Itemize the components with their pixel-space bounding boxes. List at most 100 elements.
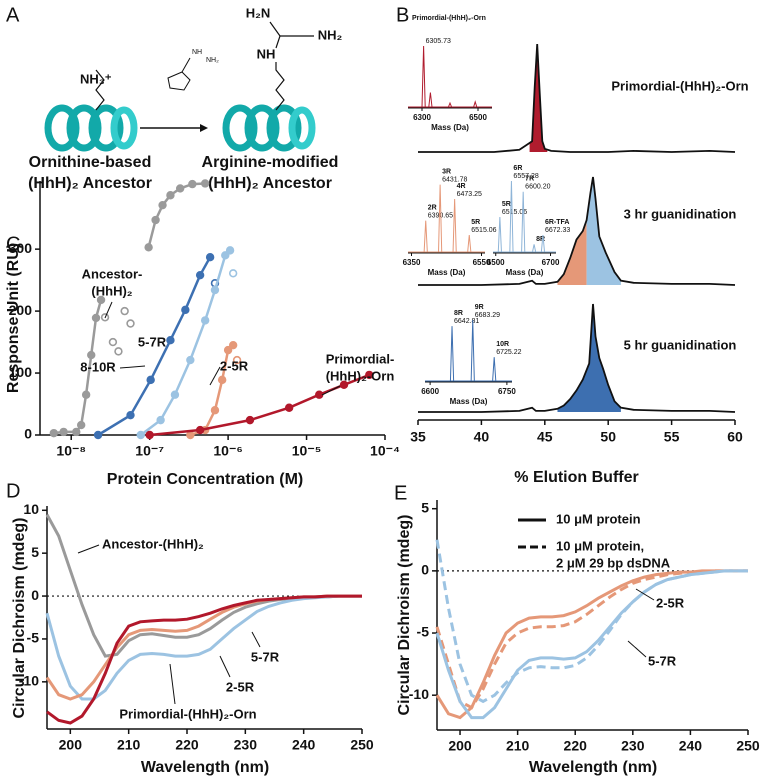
x-tick-label: 220 <box>564 738 588 754</box>
panel-letter: E <box>394 482 407 504</box>
data-point <box>49 428 59 438</box>
helix-turn <box>266 104 302 152</box>
panel-letter: D <box>6 480 20 502</box>
peak-name-label: 9R <box>475 304 484 311</box>
data-point <box>108 337 118 347</box>
data-point <box>76 420 86 430</box>
inset-tick-label: 6550 <box>473 258 491 267</box>
data-point <box>151 215 160 225</box>
group-label: H₂N <box>246 5 271 20</box>
leader-line <box>209 366 221 386</box>
ms-peak <box>473 100 478 108</box>
series-line <box>435 569 748 720</box>
peak-mass-label: 6725.22 <box>496 349 521 356</box>
peak-name-label: 8R <box>536 236 545 243</box>
annotation: Primordial- <box>326 351 395 366</box>
x-axis-label: Wavelength (nm) <box>529 759 657 776</box>
series-line <box>147 182 206 248</box>
leader-line <box>119 365 146 369</box>
annotation: Ancestor-(HhH)₂ <box>102 536 204 551</box>
data-point <box>186 355 195 365</box>
ms-peak <box>449 326 455 382</box>
data-point <box>158 200 167 210</box>
series-line <box>45 594 362 701</box>
inset-axis-label: Mass (Da) <box>428 268 466 277</box>
data-point <box>221 251 230 260</box>
ms-peak <box>540 234 546 253</box>
construct-label: (HhH)₂ Ancestor <box>28 175 152 192</box>
data-point <box>245 415 255 425</box>
series-line <box>435 539 748 704</box>
ms-peak <box>421 45 426 108</box>
helix-turn <box>244 104 280 152</box>
ms-peak <box>492 357 497 382</box>
side-chain <box>275 62 285 111</box>
reagent-label: NH <box>192 49 202 56</box>
y-tick-label: 200 <box>9 302 33 318</box>
data-point <box>146 375 155 385</box>
peak-fill <box>557 304 621 412</box>
x-tick-label: 60 <box>727 429 743 445</box>
ms-peak <box>509 180 514 253</box>
series-line <box>45 513 362 658</box>
y-tick-label: 5 <box>31 544 39 560</box>
x-tick-label: 210 <box>117 737 141 753</box>
peak-mass-label: 6305.73 <box>426 38 451 45</box>
y-tick-label: -10 <box>19 673 39 689</box>
series-line <box>435 569 748 710</box>
construct-label: (HhH)₂ Ancestor <box>208 175 332 192</box>
arrow-head <box>200 124 208 132</box>
x-axis-label: Wavelength (nm) <box>141 759 269 776</box>
data-point <box>144 243 153 252</box>
data-point <box>228 340 238 350</box>
ms-peak <box>470 319 475 382</box>
inset-title: Primordial-(HhH)₂-Orn <box>412 15 486 22</box>
peak-name-label: 6R-TFA <box>545 219 570 226</box>
construct-label: Arginine-modified <box>202 154 339 171</box>
helix-turn <box>288 106 316 150</box>
ms-peak <box>531 244 537 253</box>
x-tick-label: 35 <box>410 429 426 445</box>
y-tick-label: 300 <box>9 240 33 256</box>
data-point <box>284 403 294 412</box>
peak-name-label: 7R <box>525 176 534 183</box>
x-tick-label: 200 <box>448 738 472 754</box>
y-tick-label: 0 <box>421 562 429 578</box>
ms-peak <box>467 234 472 253</box>
peak-name-label: 2R <box>428 204 437 211</box>
data-point <box>145 430 154 440</box>
helix-turn <box>44 104 80 152</box>
series-line <box>45 594 362 701</box>
x-tick-label: 10⁻⁶ <box>213 443 242 459</box>
data-point <box>210 406 220 415</box>
y-tick-label: 0 <box>31 587 39 603</box>
y-axis-label: Circular Dichroism (mdeg) <box>11 518 28 719</box>
inset-tick-label: 6500 <box>469 113 487 122</box>
x-tick-label: 10⁻⁷ <box>135 443 164 459</box>
data-point <box>200 316 210 325</box>
x-tick-label: 10⁻⁵ <box>292 443 322 459</box>
leader-line <box>77 544 100 554</box>
data-point <box>228 269 238 278</box>
peak-name-label: 10R <box>496 341 509 348</box>
data-point <box>205 253 215 262</box>
leader-line <box>104 301 113 319</box>
group-label: NH₂ <box>318 27 343 42</box>
annotation: (HhH)₂-Orn <box>326 368 395 383</box>
data-point <box>114 347 123 356</box>
trace-label: 5 hr guanidination <box>624 337 737 352</box>
data-point <box>175 184 185 193</box>
peak-mass-label: 6672.33 <box>545 227 570 234</box>
data-point <box>59 427 68 437</box>
leader-line <box>169 663 176 705</box>
data-point <box>315 390 324 399</box>
data-point <box>181 305 190 315</box>
y-tick-label: 0 <box>24 426 32 442</box>
x-tick-label: 40 <box>474 429 490 445</box>
data-point <box>120 306 129 316</box>
data-point <box>200 179 210 188</box>
peak-mass-label: 6515.06 <box>471 227 496 234</box>
data-point <box>210 285 220 295</box>
group-label: NH <box>257 46 276 61</box>
peak-name-label: 5R <box>471 219 480 226</box>
